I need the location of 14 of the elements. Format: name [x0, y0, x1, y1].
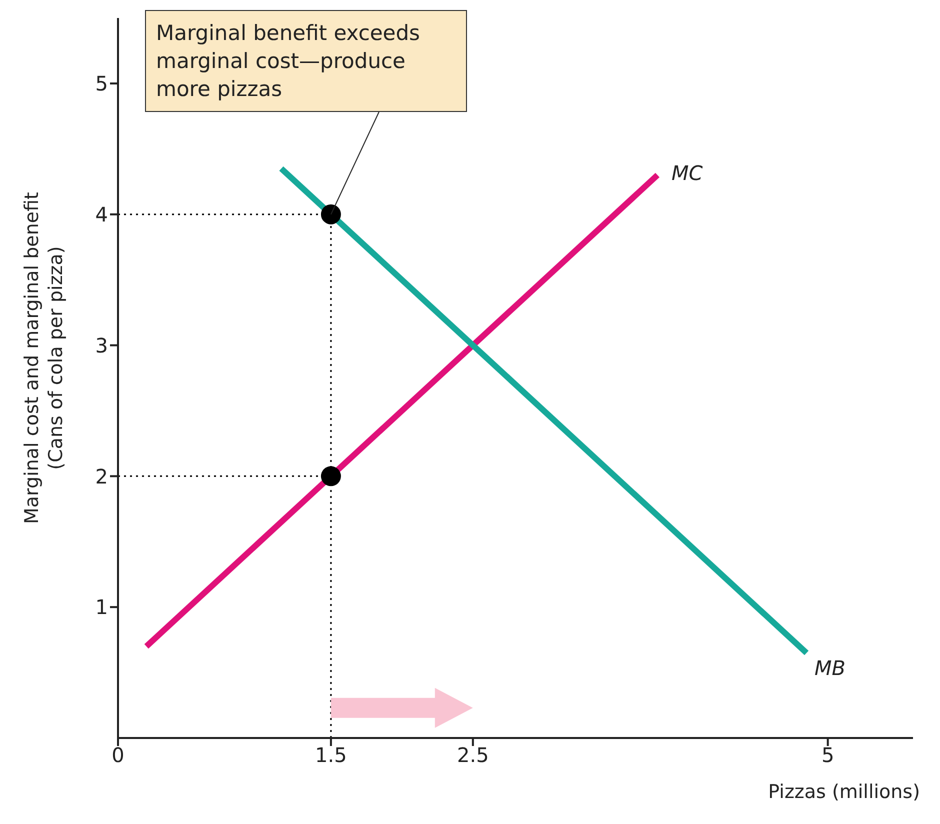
x-tick-label: 0: [112, 743, 124, 768]
y-axis-title: Marginal cost and marginal benefit (Cans of cola per pizza): [21, 192, 67, 524]
x-tick-label: 2.5: [457, 743, 489, 768]
x-tick-label: 5: [821, 743, 834, 768]
x-axis-title: Pizzas (millions): [768, 781, 920, 803]
y-tick-label: 1: [95, 595, 108, 620]
series-label: MC: [671, 161, 703, 186]
y-tick-label: 2: [95, 464, 108, 488]
y-tick-label: 5: [95, 72, 108, 96]
series-label: MB: [814, 656, 846, 680]
y-tick-label: 3: [95, 333, 108, 358]
x-tick-label: 1.5: [315, 743, 347, 768]
annotation: Marginal benefit exceeds marginal cost—produce more pizzas: [145, 10, 467, 112]
y-tick-label: 4: [95, 202, 108, 226]
